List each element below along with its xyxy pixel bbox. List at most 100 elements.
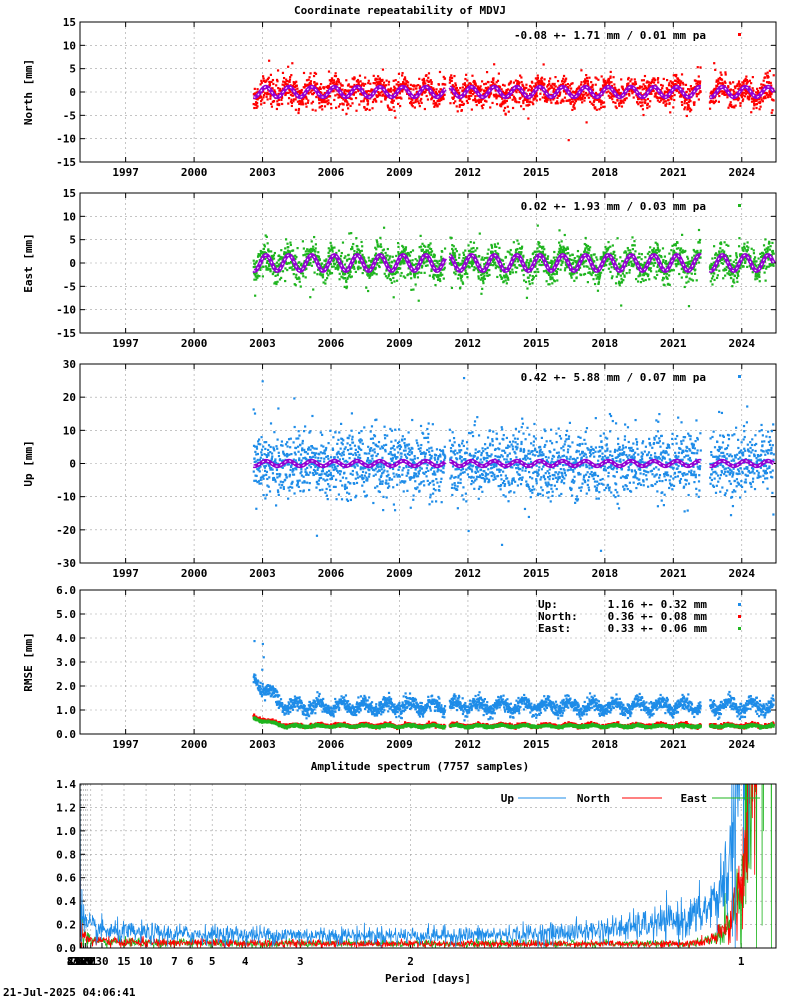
north-point <box>744 77 747 81</box>
east-point <box>651 249 655 252</box>
east-point <box>595 277 598 280</box>
east-point <box>672 269 675 272</box>
east-point <box>583 251 586 254</box>
east-point <box>675 259 678 262</box>
north-point <box>506 105 509 108</box>
east-point <box>540 252 543 255</box>
east-point <box>687 280 690 283</box>
north-point <box>766 74 769 77</box>
east-point <box>329 272 332 275</box>
east-point <box>687 260 690 263</box>
north-point <box>520 80 523 84</box>
east-point <box>460 279 463 282</box>
east-point <box>675 265 678 268</box>
east-point <box>690 259 694 262</box>
east-point <box>720 261 723 265</box>
north-point <box>306 101 310 104</box>
east-point <box>306 248 309 251</box>
east-point <box>279 257 282 260</box>
north-point <box>554 85 557 88</box>
north-point <box>742 94 745 97</box>
north-point <box>468 97 471 100</box>
north-point <box>395 83 398 86</box>
north-point <box>525 104 528 107</box>
north-point <box>371 100 375 104</box>
north-point <box>344 100 347 103</box>
east-point <box>263 245 266 248</box>
north-point <box>427 76 430 79</box>
north-point <box>462 102 465 105</box>
north-point <box>450 74 453 77</box>
north-point <box>572 100 575 103</box>
east-point <box>613 256 616 259</box>
east-point <box>482 271 486 274</box>
north-point <box>479 90 482 93</box>
east-point <box>664 260 668 263</box>
north-point <box>671 81 674 84</box>
north-point <box>262 90 265 93</box>
east-point <box>723 269 726 272</box>
north-point <box>553 96 556 100</box>
north-point <box>645 87 649 91</box>
x-tick-label: 1997 <box>112 337 139 350</box>
east-point <box>722 277 725 280</box>
north-point <box>300 103 303 106</box>
north-point <box>757 90 760 93</box>
north-point <box>296 87 299 90</box>
north-point <box>744 79 747 83</box>
north-point <box>526 100 529 103</box>
east-point <box>272 271 275 274</box>
east-point <box>438 278 441 281</box>
north-point <box>279 87 282 91</box>
east-point <box>434 274 437 277</box>
north-point <box>429 79 432 82</box>
north-point <box>729 82 732 85</box>
east-point <box>320 262 324 265</box>
north-point <box>636 95 639 99</box>
north-point <box>592 103 595 107</box>
north-point <box>409 83 412 86</box>
east-point <box>409 251 413 254</box>
east-point <box>318 258 321 261</box>
east-point <box>347 275 351 278</box>
east-point <box>286 268 289 272</box>
north-point <box>720 82 723 85</box>
north-point <box>270 102 273 106</box>
east-point <box>725 243 728 246</box>
north-point <box>437 99 440 103</box>
east-point <box>546 255 550 258</box>
north-point <box>737 87 740 91</box>
north-point <box>286 83 289 86</box>
north-point <box>397 81 400 84</box>
east-point <box>320 274 323 277</box>
east-point <box>640 258 643 261</box>
east-point <box>638 252 641 255</box>
north-point <box>309 82 312 85</box>
north-point <box>767 94 770 97</box>
north-point <box>597 78 600 81</box>
north-point <box>744 88 747 91</box>
north-point <box>711 90 715 94</box>
north-point <box>547 88 550 91</box>
north-point <box>608 81 611 84</box>
north-point <box>332 79 336 82</box>
east-point <box>481 272 484 275</box>
north-point <box>525 83 528 86</box>
east-point <box>691 256 694 259</box>
east-point <box>470 250 473 253</box>
north-point <box>456 110 459 113</box>
north-point <box>697 93 700 96</box>
north-point <box>387 88 390 91</box>
north-point <box>353 91 356 94</box>
east-point <box>710 272 713 275</box>
east-point <box>343 263 347 266</box>
east-point <box>656 265 659 269</box>
east-point <box>277 259 280 262</box>
east-point <box>536 224 539 227</box>
north-point <box>362 99 365 102</box>
north-point <box>560 99 563 102</box>
east-point <box>371 257 374 261</box>
north-point <box>492 79 495 82</box>
north-point <box>639 92 642 95</box>
north-point <box>400 97 403 100</box>
